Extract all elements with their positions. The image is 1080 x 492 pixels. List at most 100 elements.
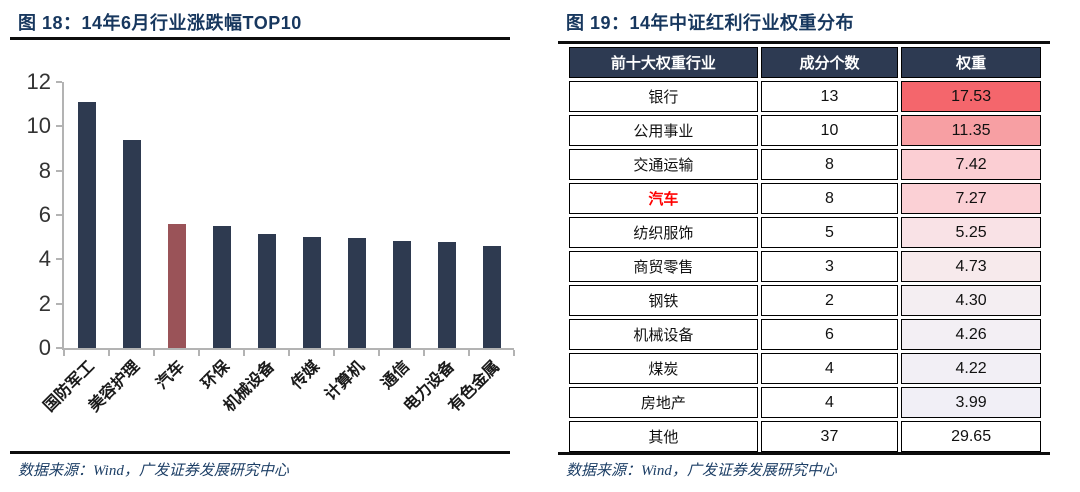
figure-19-panel: 图 19：14年中证红利行业权重分布 前十大权重行业 成分个数 权重 银行 13 1… xyxy=(558,0,1050,492)
bar-item: 汽车 xyxy=(153,82,199,393)
y-tick-mark xyxy=(56,169,62,172)
industry-cell: 煤炭 xyxy=(569,353,758,384)
table-header-row: 前十大权重行业 成分个数 权重 xyxy=(569,47,1041,78)
count-cell: 8 xyxy=(760,183,899,214)
data-source-right: 数据来源：Wind，广发证券发展研究中心 xyxy=(566,463,837,479)
bottom-rule xyxy=(10,451,510,454)
y-tick-mark xyxy=(56,81,62,83)
table-row: 汽车 8 7.27 xyxy=(569,183,1041,214)
count-cell: 2 xyxy=(760,285,899,316)
figure-18-title: 图 18：14年6月行业涨跌幅TOP10 xyxy=(18,13,302,33)
table-row: 机械设备 6 4.26 xyxy=(569,319,1041,350)
y-tick-label: 10 xyxy=(26,113,51,139)
table-row: 其他 37 29.65 xyxy=(569,421,1041,452)
count-cell: 4 xyxy=(760,387,899,418)
industry-cell: 纺织服饰 xyxy=(569,217,758,248)
bar-item: 计算机 xyxy=(323,82,379,404)
y-tick-label: 8 xyxy=(38,157,51,183)
count-cell: 37 xyxy=(760,421,899,452)
weight-cell: 4.26 xyxy=(901,319,1041,350)
weight-cell: 29.65 xyxy=(901,421,1041,452)
title-rule xyxy=(558,41,1050,44)
y-tick-mark xyxy=(56,302,62,305)
y-tick-mark xyxy=(56,125,62,128)
count-cell: 5 xyxy=(760,217,899,248)
industry-cell: 交通运输 xyxy=(569,149,758,180)
bar xyxy=(302,237,321,348)
plot-area: 国防军工 美容护理 汽车 环保 机械设备 传媒 计算机 通信 电力设备 有色金属 xyxy=(41,82,515,415)
industry-weight-table: 前十大权重行业 成分个数 权重 银行 13 17.53 公用事业 10 11.35 交通运输… xyxy=(566,44,1044,455)
y-tick-label: 4 xyxy=(38,246,51,272)
x-category-label: 计算机 xyxy=(322,358,369,404)
count-cell: 3 xyxy=(760,251,899,282)
table-row: 钢铁 2 4.30 xyxy=(569,285,1041,316)
bar xyxy=(347,238,366,348)
table-row: 交通运输 8 7.42 xyxy=(569,149,1041,180)
bottom-rule xyxy=(558,452,1050,455)
x-category-label: 汽车 xyxy=(153,358,189,393)
table-row: 房地产 4 3.99 xyxy=(569,387,1041,418)
col-header-industry: 前十大权重行业 xyxy=(569,47,758,78)
figure-19-title: 图 19：14年中证红利行业权重分布 xyxy=(566,13,855,33)
col-header-count: 成分个数 xyxy=(760,47,899,78)
bar-item: 环保 xyxy=(198,82,244,393)
weight-cell: 3.99 xyxy=(901,387,1041,418)
table-row: 公用事业 10 11.35 xyxy=(569,115,1041,146)
weight-cell: 4.73 xyxy=(901,251,1041,282)
bar xyxy=(392,240,411,348)
weight-cell: 4.22 xyxy=(901,353,1041,384)
figure-18-panel: 图 18：14年6月行业涨跌幅TOP10 0 2 4 6 8 10 12 国防军工 美容护理汽… xyxy=(10,0,515,492)
weight-cell: 17.53 xyxy=(901,81,1041,112)
industry-cell: 钢铁 xyxy=(569,285,758,316)
y-tick-mark xyxy=(56,214,62,216)
bar xyxy=(77,101,96,348)
bar xyxy=(212,226,231,348)
industry-cell: 商贸零售 xyxy=(569,251,758,282)
bar-item: 传媒 xyxy=(288,82,334,393)
industry-cell: 汽车 xyxy=(569,183,758,214)
industry-change-bar-chart: 0 2 4 6 8 10 12 国防军工 美容护理 汽车 环保 机械设备 传媒 计算机 通信 电力设备 有色金… xyxy=(18,70,515,415)
y-tick-label: 6 xyxy=(38,202,51,227)
count-cell: 6 xyxy=(760,319,899,350)
table-row: 商贸零售 3 4.73 xyxy=(569,251,1041,282)
y-tick-mark xyxy=(56,258,62,261)
y-tick-label: 0 xyxy=(38,335,51,360)
count-cell: 8 xyxy=(760,149,899,180)
x-category-label: 环保 xyxy=(198,358,234,393)
weight-cell: 5.25 xyxy=(901,217,1041,248)
table-row: 煤炭 4 4.22 xyxy=(569,353,1041,384)
bar-item: 有色金属 xyxy=(446,82,514,415)
bar-item: 美容护理 xyxy=(86,82,154,415)
bar xyxy=(482,246,501,348)
bar xyxy=(167,223,186,348)
bar-item: 国防军工 xyxy=(41,82,109,415)
industry-cell: 房地产 xyxy=(569,387,758,418)
title-rule xyxy=(10,37,510,40)
x-category-label: 传媒 xyxy=(288,358,324,393)
bar xyxy=(257,233,276,348)
bar xyxy=(437,241,456,348)
bar xyxy=(122,139,141,348)
table-row: 纺织服饰 5 5.25 xyxy=(569,217,1041,248)
industry-cell: 银行 xyxy=(569,81,758,112)
y-axis: 0 2 4 6 8 10 12 xyxy=(18,70,62,360)
count-cell: 13 xyxy=(760,81,899,112)
weight-cell: 7.42 xyxy=(901,149,1041,180)
bar-item: 机械设备 xyxy=(221,82,289,415)
count-cell: 10 xyxy=(760,115,899,146)
count-cell: 4 xyxy=(760,353,899,384)
data-source-left: 数据来源：Wind，广发证券发展研究中心 xyxy=(18,463,289,479)
industry-cell: 机械设备 xyxy=(569,319,758,350)
y-tick-label: 2 xyxy=(38,290,51,316)
col-header-weight: 权重 xyxy=(901,47,1041,78)
y-tick-label: 12 xyxy=(26,69,51,94)
bar-item: 电力设备 xyxy=(401,82,469,415)
table-row: 银行 13 17.53 xyxy=(569,81,1041,112)
weight-cell: 7.27 xyxy=(901,183,1041,214)
weight-cell: 4.30 xyxy=(901,285,1041,316)
bar-item: 通信 xyxy=(378,82,424,393)
weight-cell: 11.35 xyxy=(901,115,1041,146)
y-tick-mark xyxy=(56,347,62,349)
industry-cell: 其他 xyxy=(569,421,758,452)
industry-cell: 公用事业 xyxy=(569,115,758,146)
